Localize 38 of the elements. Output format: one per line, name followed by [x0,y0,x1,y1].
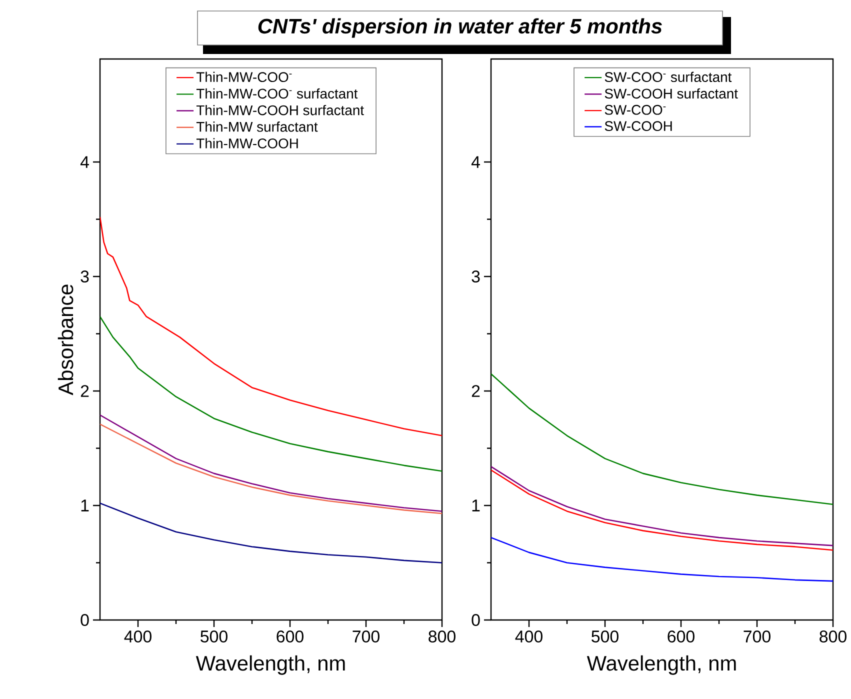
legend-label: Thin-MW surfactant [196,122,318,132]
legend-label: SW-COOH [604,121,672,132]
y-tick-label: 4 [80,156,89,168]
legend-label: Thin-MW-COOH surfactant [196,104,364,116]
x-tick-label: 500 [200,630,228,643]
x-tick-label: 700 [352,630,380,643]
y-tick-label: 0 [472,614,480,626]
y-tick-label: 1 [81,500,89,512]
y-tick-label: 2 [80,385,89,397]
y-tick-label: 1 [472,500,480,512]
x-tick-label: 500 [592,630,618,643]
y-tick-label: 3 [472,270,480,283]
x-tick-label: 800 [428,630,456,643]
y-tick-label: 2 [472,385,480,397]
x-axis-title: Wavelength, nm [196,655,345,675]
x-tick-label: 600 [276,630,304,643]
x-axis-title: Wavelength, nm [586,655,736,675]
x-tick-label: 800 [820,630,846,643]
x-tick-label: 400 [515,630,542,643]
x-tick-label: 700 [744,630,770,643]
legend-label: SW-COO$^{-}$ surfactant [604,72,732,82]
line-series [491,373,834,505]
legend-label: Thin-MW-COO$^{-}$ [196,72,292,82]
line-series [491,536,834,582]
y-axis-title: Absorbance [58,284,74,396]
x-tick-label: 600 [668,630,694,643]
y-tick-label: 3 [80,270,89,283]
line-series [100,216,442,436]
legend-label: Thin-MW-COO$^{-}$ surfactant [196,88,358,99]
y-tick-label: 4 [471,156,480,168]
line-series [100,316,442,472]
x-tick-label: 400 [124,630,152,643]
line-series [100,502,442,564]
legend-label: SW-COOH surfactant [604,88,738,99]
y-tick-label: 0 [80,614,89,626]
legend-label: SW-COO$^{-}$ [604,104,666,115]
chart-title: CNTs' dispersion in water after 5 months [258,18,662,38]
legend-label: Thin-MW-COOH [196,138,298,148]
